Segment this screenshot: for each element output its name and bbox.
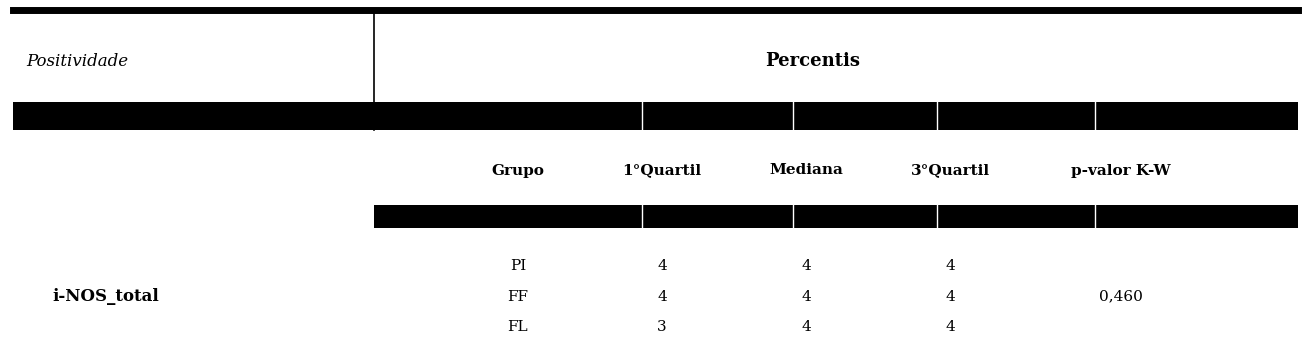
Text: PI: PI — [510, 259, 526, 273]
Text: 4: 4 — [945, 290, 956, 304]
Text: Positividade: Positividade — [26, 53, 128, 70]
Bar — [13, 102, 1298, 130]
Text: 4: 4 — [945, 259, 956, 273]
Text: 3: 3 — [657, 320, 667, 335]
Text: 4: 4 — [657, 290, 667, 304]
Text: Percentis: Percentis — [766, 53, 860, 70]
Text: 1°Quartil: 1°Quartil — [623, 163, 701, 178]
Text: p-valor K-W: p-valor K-W — [1071, 163, 1171, 178]
Bar — [374, 205, 1298, 228]
Text: FL: FL — [507, 320, 528, 335]
Text: 4: 4 — [801, 290, 812, 304]
Text: 0,460: 0,460 — [1099, 290, 1143, 304]
Text: FF: FF — [507, 290, 528, 304]
Text: Grupo: Grupo — [492, 163, 544, 178]
Text: 4: 4 — [945, 320, 956, 335]
Text: 4: 4 — [801, 259, 812, 273]
Text: 4: 4 — [657, 259, 667, 273]
Text: i-NOS_total: i-NOS_total — [52, 288, 159, 305]
Text: 4: 4 — [801, 320, 812, 335]
Text: Mediana: Mediana — [770, 163, 843, 178]
Text: 3°Quartil: 3°Quartil — [911, 163, 990, 178]
